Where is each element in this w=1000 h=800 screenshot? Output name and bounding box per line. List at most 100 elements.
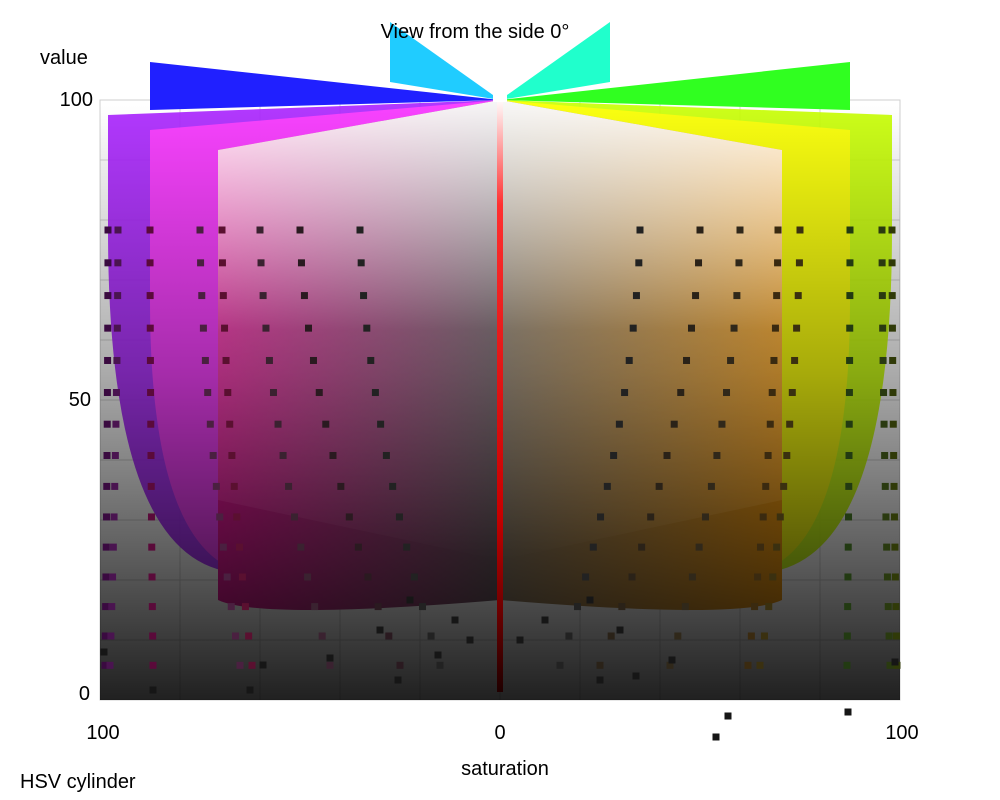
hsv-point-cloud <box>100 226 901 741</box>
data-point <box>204 389 212 397</box>
data-point <box>616 626 624 634</box>
data-point <box>111 451 119 459</box>
data-point <box>357 259 365 267</box>
data-point <box>216 513 224 521</box>
data-point <box>573 603 581 611</box>
data-point <box>101 661 109 669</box>
data-point <box>297 259 305 267</box>
data-point <box>269 389 277 397</box>
data-point <box>419 603 427 611</box>
data-point <box>707 482 715 490</box>
data-point <box>226 420 234 428</box>
data-point <box>733 292 741 300</box>
data-point <box>621 389 629 397</box>
data-point <box>104 259 112 267</box>
data-point <box>888 259 896 267</box>
data-point <box>791 356 799 364</box>
data-point <box>596 676 604 684</box>
data-point <box>274 420 282 428</box>
data-point <box>883 573 891 581</box>
data-point <box>218 226 226 234</box>
data-point <box>795 259 803 267</box>
data-point <box>882 513 890 521</box>
data-point <box>890 451 898 459</box>
data-point <box>106 661 114 669</box>
x-tick-left-100: 100 <box>86 722 119 744</box>
data-point <box>149 686 157 694</box>
data-point <box>636 226 644 234</box>
data-point <box>788 389 796 397</box>
data-point <box>360 292 368 300</box>
data-point <box>724 712 732 720</box>
data-point <box>111 482 119 490</box>
data-point <box>687 324 695 332</box>
data-point <box>776 513 784 521</box>
data-point <box>466 636 474 644</box>
data-point <box>846 259 854 267</box>
data-point <box>695 543 703 551</box>
data-point <box>363 324 371 332</box>
data-point <box>647 513 655 521</box>
data-point <box>224 389 232 397</box>
data-point <box>256 226 264 234</box>
data-point <box>219 543 227 551</box>
data-point <box>218 259 226 267</box>
data-point <box>764 451 772 459</box>
data-point <box>638 543 646 551</box>
data-point <box>670 420 678 428</box>
data-point <box>112 389 120 397</box>
data-point <box>394 676 402 684</box>
data-point <box>236 543 244 551</box>
data-point <box>100 648 108 656</box>
data-point <box>376 626 384 634</box>
data-point <box>846 324 854 332</box>
data-point <box>780 482 788 490</box>
data-point <box>246 686 254 694</box>
data-point <box>206 420 214 428</box>
data-point <box>884 603 892 611</box>
data-point <box>322 420 330 428</box>
data-point <box>889 420 897 428</box>
data-point <box>610 451 618 459</box>
y-tick-50: 50 <box>69 389 91 411</box>
data-point <box>209 451 217 459</box>
footer-caption: HSV cylinder <box>20 771 136 793</box>
data-point <box>146 356 154 364</box>
data-point <box>110 513 118 521</box>
data-point <box>147 420 155 428</box>
data-point <box>104 356 112 364</box>
fan-cyan-left <box>390 22 500 100</box>
data-point <box>149 661 157 669</box>
data-point <box>565 632 573 640</box>
data-point <box>223 573 231 581</box>
data-point <box>723 389 731 397</box>
data-point <box>516 636 524 644</box>
data-point <box>285 482 293 490</box>
data-point <box>628 573 636 581</box>
data-point <box>769 573 777 581</box>
data-point <box>354 543 362 551</box>
y-axis-label: value <box>40 47 88 69</box>
data-point <box>844 708 852 716</box>
data-point <box>843 632 851 640</box>
data-point <box>101 632 109 640</box>
data-point <box>655 482 663 490</box>
data-point <box>736 226 744 234</box>
y-tick-0: 0 <box>79 683 90 705</box>
data-point <box>556 661 564 669</box>
data-point <box>845 389 853 397</box>
data-point <box>845 451 853 459</box>
data-point <box>304 573 312 581</box>
data-point <box>766 420 774 428</box>
data-point <box>879 324 887 332</box>
data-point <box>783 451 791 459</box>
data-point <box>629 324 637 332</box>
data-point <box>888 226 896 234</box>
data-point <box>257 259 265 267</box>
data-point <box>403 543 411 551</box>
data-point <box>436 661 444 669</box>
data-point <box>892 603 900 611</box>
data-point <box>844 603 852 611</box>
data-point <box>582 573 590 581</box>
apex-white-spike <box>493 40 507 102</box>
